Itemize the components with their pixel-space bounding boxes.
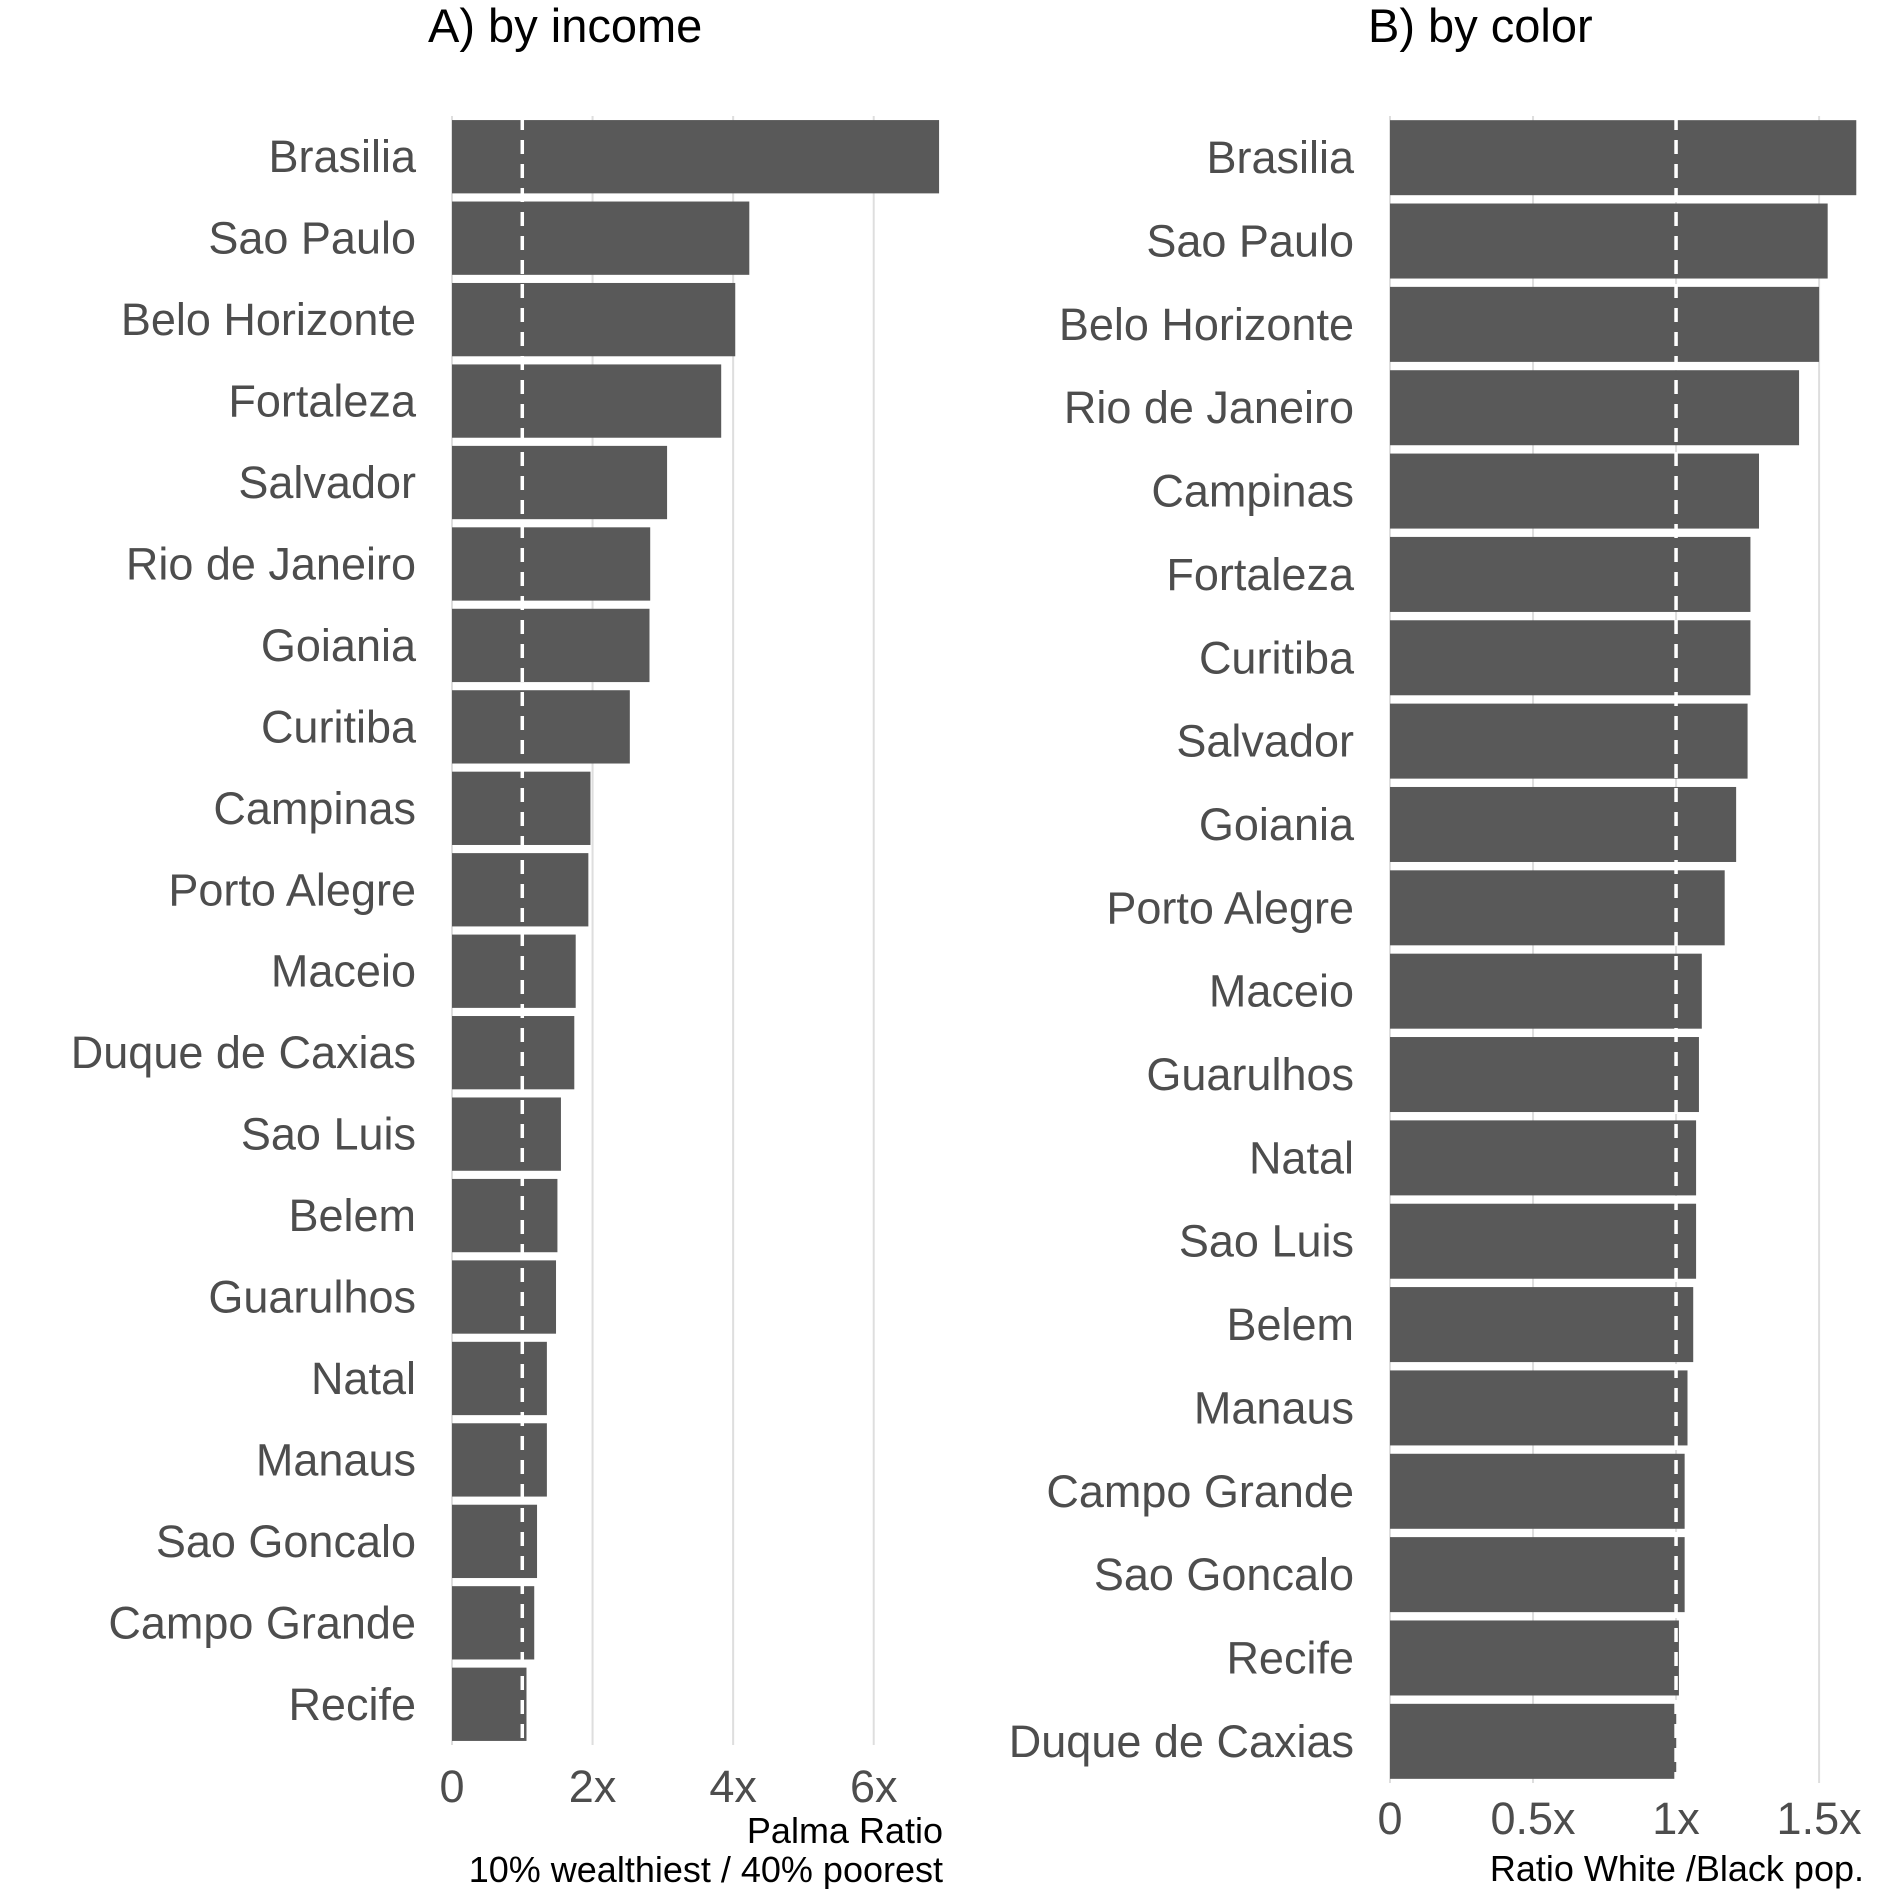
category-label-color-3: Rio de Janeiro	[1064, 382, 1354, 433]
x-tick-label-color-0: 0	[1377, 1793, 1402, 1844]
x-tick-label-color-2: 1x	[1652, 1793, 1700, 1844]
category-label-income-17: Sao Goncalo	[156, 1516, 416, 1567]
category-label-income-11: Duque de Caxias	[71, 1027, 416, 1078]
bar-income-14	[452, 1260, 557, 1334]
bar-income-10	[452, 934, 576, 1008]
category-label-color-10: Maceio	[1209, 966, 1354, 1017]
category-label-income-1: Sao Paulo	[208, 213, 416, 264]
bar-color-10	[1390, 953, 1702, 1029]
bar-color-19	[1390, 1703, 1677, 1779]
x-tick-label-income-0: 0	[439, 1761, 464, 1812]
chart-title-color: B) by color	[1368, 0, 1593, 52]
category-label-income-8: Campinas	[213, 783, 416, 834]
bar-color-0	[1390, 120, 1857, 196]
category-label-income-9: Porto Alegre	[168, 864, 416, 915]
bar-income-7	[452, 690, 630, 764]
category-label-income-18: Campo Grande	[108, 1597, 416, 1648]
bar-income-15	[452, 1341, 547, 1416]
bar-income-0	[452, 120, 940, 194]
bar-income-4	[452, 445, 668, 520]
bar-color-6	[1390, 620, 1751, 696]
bar-income-12	[452, 1097, 561, 1171]
x-tick-label-color-3: 1.5x	[1777, 1793, 1863, 1844]
bar-color-9	[1390, 870, 1725, 946]
category-label-color-18: Recife	[1226, 1632, 1354, 1683]
category-label-color-9: Porto Alegre	[1106, 882, 1354, 933]
category-label-income-12: Sao Luis	[241, 1109, 416, 1160]
bar-color-4	[1390, 453, 1760, 529]
bar-income-9	[452, 853, 589, 927]
category-label-income-19: Recife	[288, 1679, 416, 1730]
category-label-income-13: Belem	[288, 1190, 416, 1241]
category-label-income-16: Manaus	[256, 1434, 416, 1485]
x-axis-label-color-line-0: Ratio White /Black pop.	[1490, 1848, 1864, 1889]
category-label-income-10: Maceio	[271, 946, 416, 997]
x-tick-label-income-1: 2x	[569, 1761, 617, 1812]
bar-income-19	[452, 1667, 527, 1741]
bar-income-18	[452, 1586, 535, 1660]
category-label-income-6: Goiania	[261, 620, 417, 671]
bar-color-12	[1390, 1120, 1697, 1196]
category-label-income-0: Brasilia	[268, 131, 417, 182]
category-label-color-15: Manaus	[1194, 1382, 1354, 1433]
bar-income-1	[452, 201, 750, 275]
bar-income-3	[452, 364, 722, 438]
bar-income-8	[452, 771, 591, 845]
bar-income-13	[452, 1178, 558, 1253]
category-label-income-2: Belo Horizonte	[121, 294, 416, 345]
bar-color-7	[1390, 703, 1748, 779]
category-label-color-2: Belo Horizonte	[1059, 299, 1354, 350]
bar-color-13	[1390, 1203, 1697, 1279]
bar-income-17	[452, 1504, 538, 1579]
x-axis-label-income-line-1: 10% wealthiest / 40% poorest	[469, 1849, 943, 1889]
category-label-income-7: Curitiba	[261, 701, 417, 752]
category-label-income-3: Fortaleza	[228, 376, 417, 427]
bar-color-11	[1390, 1037, 1699, 1113]
category-label-color-4: Campinas	[1151, 466, 1354, 517]
bar-income-11	[452, 1016, 575, 1090]
category-label-color-1: Sao Paulo	[1146, 216, 1354, 267]
category-label-color-8: Goiania	[1199, 799, 1355, 850]
category-label-color-11: Guarulhos	[1146, 1049, 1354, 1100]
bar-color-2	[1390, 286, 1820, 362]
category-label-color-5: Fortaleza	[1166, 549, 1355, 600]
chart-title-income: A) by income	[428, 0, 702, 52]
category-label-color-12: Natal	[1249, 1132, 1354, 1183]
category-label-color-6: Curitiba	[1199, 632, 1355, 683]
category-label-color-19: Duque de Caxias	[1009, 1716, 1354, 1767]
bar-color-16	[1390, 1453, 1685, 1529]
bar-income-6	[452, 608, 650, 683]
category-label-color-17: Sao Goncalo	[1094, 1549, 1354, 1600]
x-tick-label-color-1: 0.5x	[1490, 1793, 1576, 1844]
x-axis-label-income-line-0: Palma Ratio	[747, 1810, 943, 1851]
bar-color-17	[1390, 1537, 1685, 1613]
category-label-income-4: Salvador	[238, 457, 416, 508]
category-label-color-14: Belem	[1226, 1299, 1354, 1350]
bar-color-5	[1390, 536, 1751, 612]
category-label-income-15: Natal	[311, 1353, 416, 1404]
bar-income-5	[452, 527, 651, 601]
bar-income-16	[452, 1423, 547, 1497]
x-tick-label-income-3: 6x	[850, 1761, 898, 1812]
category-label-color-7: Salvador	[1176, 716, 1354, 767]
category-label-color-0: Brasilia	[1206, 132, 1355, 183]
bar-color-8	[1390, 786, 1737, 862]
bar-color-18	[1390, 1620, 1679, 1696]
category-label-color-13: Sao Luis	[1179, 1216, 1354, 1267]
bar-color-14	[1390, 1287, 1694, 1363]
category-label-income-14: Guarulhos	[208, 1272, 416, 1323]
category-label-income-5: Rio de Janeiro	[126, 538, 416, 589]
x-tick-label-income-2: 4x	[709, 1761, 757, 1812]
bar-color-1	[1390, 203, 1828, 279]
bar-income-2	[452, 282, 736, 357]
bar-color-15	[1390, 1370, 1688, 1446]
bar-color-3	[1390, 370, 1800, 446]
category-label-color-16: Campo Grande	[1046, 1466, 1354, 1517]
